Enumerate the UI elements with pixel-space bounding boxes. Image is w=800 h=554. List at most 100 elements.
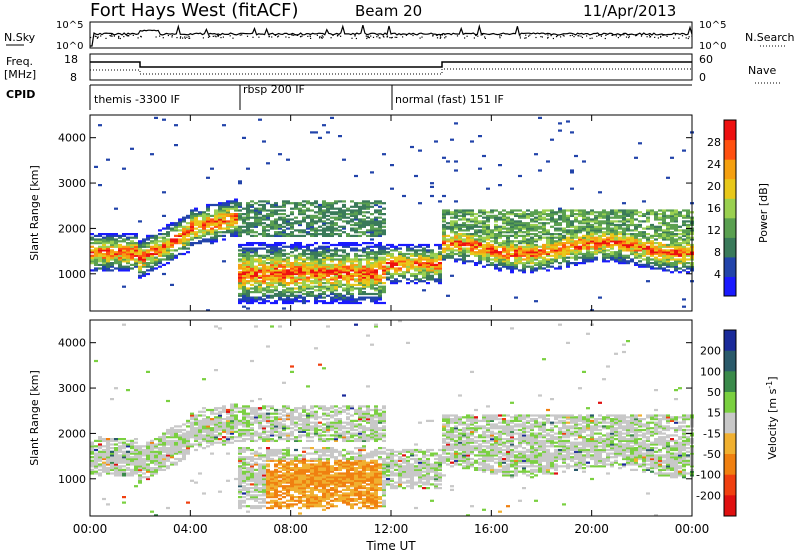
heatmap-cell — [398, 269, 402, 272]
heatmap-cell — [630, 238, 634, 241]
noise-search-point — [368, 36, 370, 38]
heatmap-cell — [482, 236, 486, 239]
heatmap-cell — [350, 298, 354, 301]
heatmap-cell — [370, 233, 374, 236]
heatmap-cell — [358, 260, 362, 263]
heatmap-cell — [498, 245, 502, 248]
heatmap-cell — [642, 258, 646, 261]
heatmap-cell — [338, 242, 342, 245]
heatmap-cell — [474, 234, 478, 238]
heatmap-cell — [122, 323, 126, 326]
heatmap-cell — [234, 421, 238, 424]
heatmap-cell — [426, 258, 430, 261]
heatmap-cell — [686, 209, 690, 212]
heatmap-cell — [542, 245, 546, 248]
heatmap-cell — [506, 236, 510, 239]
heatmap-cell — [262, 231, 266, 234]
heatmap-cell — [194, 438, 198, 441]
heatmap-cell — [194, 430, 198, 433]
heatmap-cell — [182, 242, 186, 245]
heatmap-cell — [402, 254, 406, 257]
heatmap-cell — [206, 438, 210, 441]
heatmap-cell — [634, 223, 638, 227]
heatmap-cell — [110, 468, 114, 472]
heatmap-cell — [666, 243, 670, 247]
heatmap-cell — [406, 282, 410, 285]
heatmap-cell — [674, 258, 678, 261]
heatmap-cell — [442, 234, 446, 238]
heatmap-cell — [582, 236, 586, 239]
heatmap-cell — [438, 274, 442, 277]
heatmap-cell — [514, 296, 518, 299]
heatmap-cell — [270, 205, 274, 208]
heatmap-cell — [278, 265, 282, 268]
heatmap-cell — [294, 280, 298, 283]
heatmap-cell — [458, 245, 462, 248]
heatmap-cell — [222, 238, 226, 241]
heatmap-cell — [322, 282, 326, 285]
heatmap-cell — [110, 463, 114, 466]
noise-search-point — [376, 36, 378, 38]
heatmap-cell — [366, 202, 370, 205]
heatmap-cell — [338, 218, 342, 221]
heatmap-cell — [190, 214, 194, 218]
heatmap-cell — [290, 211, 294, 214]
heatmap-cell — [174, 428, 178, 432]
heatmap-cell — [658, 209, 662, 212]
heatmap-cell — [390, 272, 394, 276]
heatmap-cell — [486, 252, 490, 256]
heatmap-cell — [670, 227, 674, 230]
heatmap-cell — [186, 229, 190, 232]
heatmap-cell — [114, 258, 118, 261]
heatmap-cell — [262, 207, 266, 210]
heatmap-cell — [298, 222, 302, 225]
heatmap-cell — [198, 441, 202, 444]
noise-search-point — [660, 36, 662, 38]
heatmap-cell — [350, 260, 354, 263]
heatmap-cell — [374, 296, 378, 299]
heatmap-cell — [118, 236, 122, 239]
heatmap-cell — [278, 153, 282, 156]
heatmap-cell — [498, 216, 502, 219]
heatmap-cell — [662, 233, 666, 236]
heatmap-cell — [110, 456, 114, 459]
heatmap-cell — [330, 203, 334, 207]
heatmap-cell — [642, 265, 646, 268]
heatmap-cell — [610, 223, 614, 227]
heatmap-cell — [306, 214, 310, 218]
heatmap-cell — [326, 209, 330, 212]
heatmap-cell — [362, 292, 366, 296]
heatmap-cell — [566, 260, 570, 263]
heatmap-cell — [326, 225, 330, 228]
heatmap-cell — [358, 249, 362, 252]
heatmap-cell — [334, 216, 338, 219]
heatmap-cell — [646, 280, 650, 283]
heatmap-cell — [654, 214, 658, 218]
heatmap-cell — [418, 269, 422, 272]
heatmap-cell — [614, 213, 618, 216]
heatmap-cell — [314, 289, 318, 292]
heatmap-cell — [206, 233, 210, 236]
heatmap-cell — [682, 229, 686, 232]
heatmap-cell — [382, 282, 386, 285]
heatmap-cell — [598, 214, 602, 218]
heatmap-cell — [250, 448, 254, 452]
heatmap-cell — [382, 276, 386, 279]
heatmap-cell — [350, 249, 354, 252]
heatmap-cell — [262, 247, 266, 250]
noise-search-point — [113, 35, 115, 37]
heatmap-cell — [242, 252, 246, 256]
heatmap-cell — [582, 214, 586, 218]
heatmap-cell — [610, 256, 614, 259]
heatmap-cell — [262, 274, 266, 277]
heatmap-cell — [374, 278, 378, 281]
nave-series — [90, 68, 692, 75]
heatmap-cell — [466, 227, 470, 230]
heatmap-cell — [114, 245, 118, 248]
heatmap-cell — [642, 245, 646, 248]
heatmap-cell — [374, 211, 378, 214]
heatmap-cell — [666, 260, 670, 263]
heatmap-cell — [246, 260, 250, 263]
heatmap-cell — [382, 260, 386, 263]
